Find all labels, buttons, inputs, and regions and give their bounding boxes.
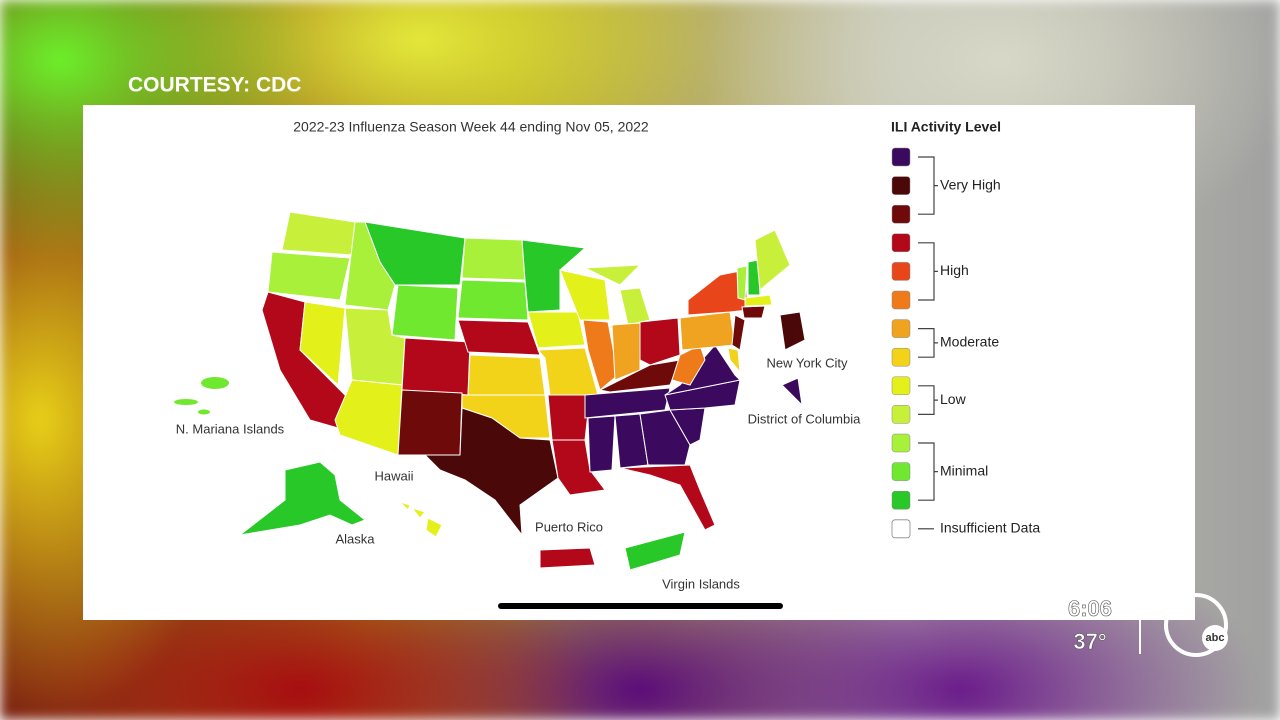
logo-badge — [1202, 625, 1228, 651]
courtesy: COURTESY: CDC — [128, 74, 301, 97]
hawaii — [425, 517, 443, 538]
state — [619, 287, 651, 326]
temperature: 37° — [1073, 629, 1106, 654]
legend-bracket — [918, 442, 938, 501]
state — [423, 407, 559, 537]
legend-label: Minimal — [940, 462, 988, 478]
legend-title: ILI Activity Level — [891, 119, 1001, 135]
state — [584, 387, 671, 419]
us-map — [174, 211, 806, 571]
legend-label: Insufficient Data — [940, 520, 1040, 536]
legend-swatch — [891, 233, 911, 253]
legend-swatch — [891, 433, 911, 453]
state — [727, 347, 741, 374]
mariana-island — [174, 399, 198, 405]
region-label: Hawaii — [374, 468, 413, 483]
legend-label: Very High — [940, 176, 1001, 192]
state — [461, 237, 526, 281]
mariana-island — [198, 409, 210, 415]
legend-swatch — [891, 462, 911, 481]
legend-bracket — [918, 156, 938, 215]
virgin-islands — [624, 531, 686, 571]
legend-swatch — [891, 405, 911, 424]
state — [741, 305, 766, 319]
region-label: Puerto Rico — [535, 519, 603, 534]
legend-swatch — [891, 347, 911, 367]
legend-label: High — [940, 262, 969, 278]
state — [397, 389, 463, 456]
region-label: District of Columbia — [748, 411, 861, 426]
puerto-rico — [539, 547, 596, 569]
region-label: Alaska — [335, 531, 375, 546]
state — [401, 337, 471, 396]
state — [736, 265, 748, 301]
region-label: Virgin Islands — [662, 576, 740, 591]
legend-swatch — [891, 176, 911, 195]
legend-swatch — [891, 204, 911, 224]
legend-swatch — [891, 147, 911, 167]
state — [731, 314, 746, 351]
state — [467, 354, 546, 396]
state — [527, 311, 586, 349]
state — [679, 311, 736, 351]
state — [754, 229, 791, 291]
region-label: N. Mariana Islands — [176, 421, 285, 436]
state — [391, 284, 459, 341]
hawaii — [410, 507, 426, 519]
mariana-island — [201, 377, 229, 389]
legend-swatch — [891, 319, 911, 338]
time: 6:06 — [1068, 596, 1112, 621]
state — [747, 259, 761, 296]
region-label: New York City — [767, 355, 848, 370]
state — [639, 317, 681, 366]
state — [521, 239, 587, 313]
alaska — [239, 461, 366, 536]
home-indicator — [498, 603, 783, 609]
legend-label: Moderate — [940, 334, 999, 350]
state — [744, 294, 773, 307]
state — [551, 439, 606, 496]
logo: abc — [1206, 632, 1225, 644]
legend-swatch — [891, 490, 911, 510]
legend-swatch — [891, 290, 911, 310]
hawaii — [399, 501, 411, 511]
legend-bracket — [918, 385, 938, 415]
state — [457, 319, 541, 356]
legend: Very High High Moderate Low Minimal Insuffici… — [891, 147, 1040, 539]
legend-swatch — [891, 262, 911, 281]
state — [587, 415, 616, 473]
legend-bracket — [918, 242, 938, 301]
state — [364, 221, 466, 286]
state — [267, 251, 351, 301]
legend-swatch — [891, 376, 911, 396]
state — [611, 322, 641, 381]
state — [583, 264, 642, 286]
logo-ring — [1164, 593, 1228, 657]
dc-inset — [781, 377, 803, 407]
state — [619, 464, 716, 531]
legend-swatch — [891, 519, 911, 539]
map-title: 2022-23 Influenza Season Week 44 ending … — [293, 119, 649, 135]
legend-bracket — [918, 328, 938, 358]
state — [457, 279, 529, 321]
nyc-inset — [779, 311, 806, 351]
state — [299, 301, 346, 387]
state — [334, 379, 403, 456]
state — [547, 394, 591, 441]
state — [559, 269, 611, 321]
legend-label: Low — [940, 391, 967, 407]
state — [582, 319, 619, 391]
